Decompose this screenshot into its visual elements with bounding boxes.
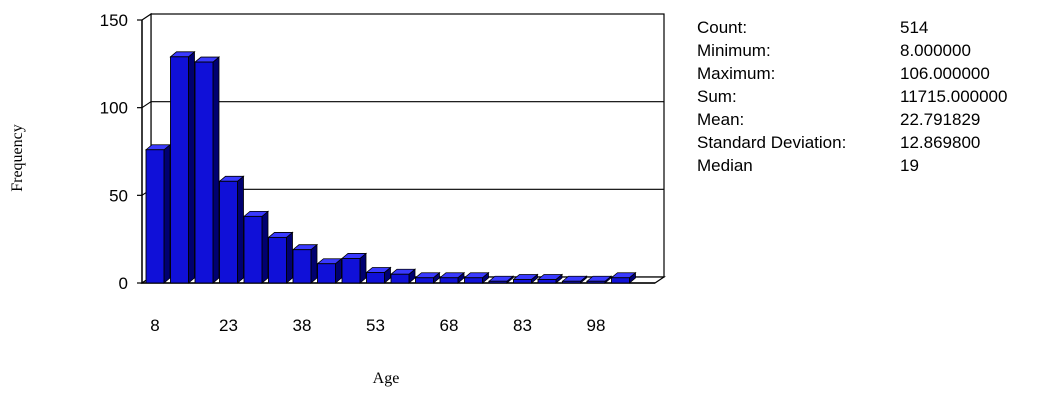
bar [512, 273, 539, 284]
bar [340, 252, 368, 284]
stat-value: 106.000000 [900, 64, 990, 83]
y-axis-label: Frequency [9, 124, 26, 192]
stat-value: 11715.000000 [900, 87, 1008, 106]
bar-side [286, 231, 293, 284]
stat-label: Median [697, 156, 753, 175]
y-tick-label: 150 [100, 11, 128, 30]
stat-row: Sum: 11715.000000 [697, 85, 1007, 108]
stat-label: Minimum: [697, 41, 771, 60]
bar-front [488, 280, 508, 284]
stat-row: Mean: 22.791829 [697, 108, 1007, 131]
bar-front [317, 263, 336, 284]
x-tick-label: 53 [366, 316, 385, 335]
y-tick-labels: 0 50 100 150 [100, 11, 142, 293]
gridline [141, 101, 664, 109]
bar [242, 210, 270, 284]
stat-row: Count: 514 [697, 16, 1007, 39]
stat-row: Standard Deviation: 12.869800 [697, 131, 1007, 154]
bar-front [439, 277, 459, 284]
bar-side [310, 243, 318, 284]
plot-background [142, 14, 664, 283]
bar [463, 271, 490, 284]
bar [561, 275, 588, 284]
bar-side [261, 210, 269, 284]
bar-front [341, 258, 361, 284]
y-tick-label: 100 [100, 99, 128, 118]
bar [414, 271, 441, 284]
bar [144, 143, 172, 284]
histogram-chart: 0 50 100 150 8 23 38 53 68 83 98 Frequency Age [9, 11, 666, 387]
x-tick-labels: 8 23 38 53 68 83 98 [150, 316, 605, 335]
bar-front [366, 272, 385, 284]
stat-row: Minimum: 8.000000 [697, 39, 1007, 62]
bar [267, 231, 294, 284]
bar [169, 50, 196, 284]
summary-statistics: Count: 514 Minimum: 8.000000 Maximum: 106.000… [697, 16, 1007, 177]
bar-front [562, 280, 581, 284]
bar [585, 275, 613, 284]
bar [536, 273, 564, 284]
bar-front [537, 279, 557, 284]
bar-front [390, 273, 410, 284]
x-tick-label: 83 [513, 316, 532, 335]
stat-label: Mean: [697, 110, 745, 129]
stat-value: 22.791829 [900, 110, 981, 129]
bars [144, 50, 637, 284]
bar [316, 257, 343, 284]
stat-value: 19 [900, 156, 919, 175]
bar-side [188, 50, 195, 284]
bar-side [163, 143, 171, 284]
bar-front [292, 249, 312, 284]
bar-front [415, 277, 434, 284]
x-tick-label: 98 [587, 316, 606, 335]
bar [218, 175, 245, 284]
bar [365, 266, 392, 284]
stat-row: Median 19 [697, 154, 1007, 177]
y-tick-label: 50 [109, 186, 128, 205]
bar-front [170, 56, 189, 284]
stat-value: 8.000000 [900, 41, 971, 60]
x-axis-label: Age [373, 370, 400, 387]
bar [610, 271, 637, 284]
bar-front [464, 277, 483, 284]
x-tick-label: 8 [150, 316, 159, 335]
bar-front [145, 149, 165, 284]
bar-side [237, 175, 244, 284]
x-tick-label: 38 [293, 316, 312, 335]
x-tick-label: 68 [440, 316, 459, 335]
stat-label: Standard Deviation: [697, 133, 847, 152]
bar-front [219, 180, 238, 284]
stat-label: Sum: [697, 87, 737, 106]
stat-label: Count: [697, 18, 748, 37]
stat-label: Maximum: [697, 64, 776, 83]
bar-front [268, 236, 287, 284]
bar-front [513, 279, 532, 284]
stat-row: Maximum: 106.000000 [697, 62, 1007, 85]
bar [291, 243, 319, 284]
stat-value: 514 [900, 18, 929, 37]
bar [389, 268, 417, 284]
bar-front [243, 215, 263, 284]
bar-front [194, 61, 214, 284]
bar [487, 275, 515, 284]
bar [438, 271, 466, 284]
bar [193, 56, 221, 284]
bar-side [212, 56, 220, 284]
bar-front [611, 277, 630, 284]
y-tick-label: 0 [119, 274, 128, 293]
bar-front [586, 280, 606, 284]
stat-value: 12.869800 [900, 133, 981, 152]
x-tick-label: 23 [219, 316, 238, 335]
